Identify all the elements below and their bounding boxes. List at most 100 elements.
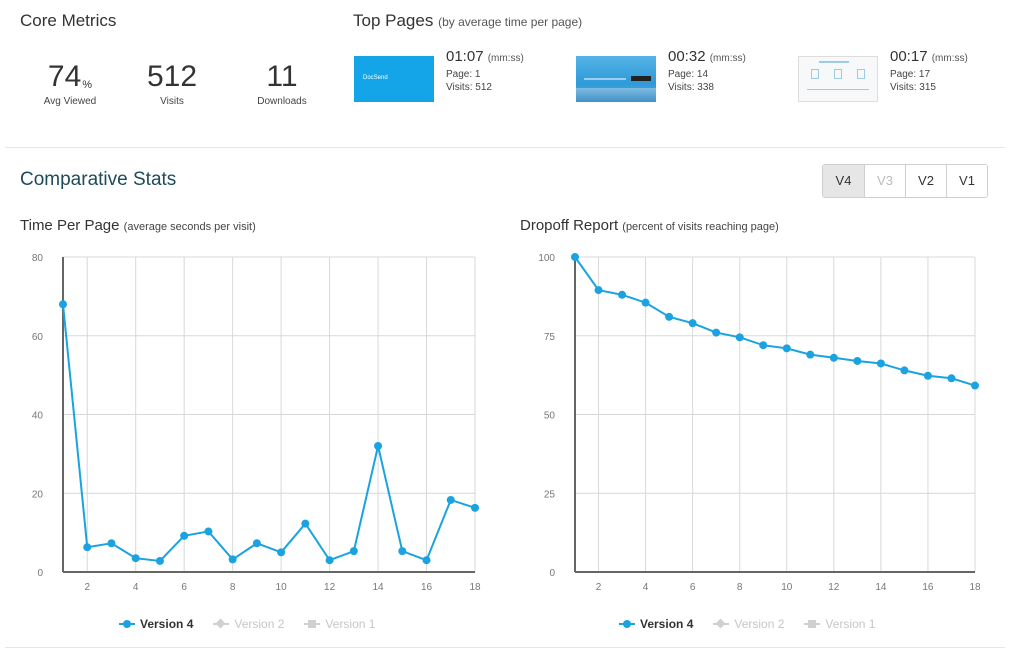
data-point[interactable]	[107, 539, 116, 548]
page-thumbnail[interactable]	[798, 56, 878, 102]
square-marker-icon	[808, 620, 817, 628]
time-per-page-grid	[63, 256, 476, 573]
top-page-card[interactable]: 00:17 (mm:ss) Page: 17 Visits: 315	[798, 48, 1008, 108]
legend-version-2[interactable]: Version 2	[713, 617, 784, 631]
data-point[interactable]	[688, 319, 697, 328]
thumbnail-diagram-node	[834, 69, 842, 79]
top-page-card[interactable]: 00:32 (mm:ss) Page: 14 Visits: 338	[576, 48, 786, 108]
data-point[interactable]	[131, 554, 140, 563]
x-tick-label: 10	[276, 582, 288, 593]
version-button-v1[interactable]: V1	[946, 165, 987, 197]
top-page-time: 00:17	[890, 48, 928, 65]
x-tick-label: 6	[181, 582, 187, 593]
top-page-time: 01:07	[446, 48, 484, 65]
metric-downloads: 11 Downloads	[232, 60, 332, 107]
legend-version-2[interactable]: Version 2	[213, 617, 284, 631]
top-pages-title-text: Top Pages	[353, 11, 434, 30]
x-tick-label: 6	[690, 582, 696, 593]
comparative-stats-title: Comparative Stats	[20, 169, 177, 190]
top-page-number: Page: 14	[668, 69, 709, 80]
x-tick-label: 14	[875, 582, 887, 593]
dropoff-report-legend: Version 4 Version 2 Version 1	[619, 617, 895, 631]
data-point[interactable]	[277, 548, 286, 557]
data-point[interactable]	[618, 290, 627, 299]
page-thumbnail[interactable]: DocSend	[354, 56, 434, 102]
time-unit: (mm:ss)	[487, 53, 524, 64]
data-point[interactable]	[876, 359, 885, 368]
data-point[interactable]	[712, 328, 721, 337]
time-per-page-subtitle: (average seconds per visit)	[123, 221, 256, 233]
x-tick-label: 2	[84, 582, 90, 593]
thumbnail-diagram-line	[807, 89, 869, 90]
data-point[interactable]	[759, 341, 768, 350]
data-point[interactable]	[398, 547, 407, 556]
data-point[interactable]	[853, 356, 862, 365]
thumbnail-brand-text: DocSend	[363, 75, 388, 81]
data-point[interactable]	[422, 556, 431, 565]
metric-downloads-value: 11	[266, 60, 298, 93]
data-point[interactable]	[571, 253, 579, 261]
data-point[interactable]	[252, 539, 261, 548]
metric-avg-viewed-value: 74	[47, 60, 82, 93]
top-pages-subtitle: (by average time per page)	[438, 15, 583, 29]
data-point[interactable]	[735, 333, 744, 342]
top-page-visits: Visits: 338	[668, 82, 714, 93]
data-point[interactable]	[947, 374, 956, 383]
dropoff-report-title: Dropoff Report (percent of visits reachi…	[520, 217, 779, 234]
data-point[interactable]	[180, 531, 189, 540]
data-point[interactable]	[228, 555, 237, 564]
y-tick-label: 100	[538, 253, 555, 264]
data-point[interactable]	[782, 344, 791, 353]
data-point[interactable]	[59, 300, 67, 309]
data-point[interactable]	[900, 366, 909, 375]
x-tick-label: 16	[421, 582, 433, 593]
page-thumbnail[interactable]	[576, 56, 656, 102]
data-point[interactable]	[325, 556, 334, 565]
legend-version-1[interactable]: Version 1	[804, 617, 875, 631]
version-button-v4[interactable]: V4	[823, 165, 864, 197]
y-tick-label: 0	[549, 568, 555, 579]
top-page-visits: Visits: 512	[446, 82, 492, 93]
data-point[interactable]	[971, 381, 979, 390]
data-point[interactable]	[829, 353, 838, 362]
data-point[interactable]	[155, 556, 164, 565]
bottom-divider	[5, 647, 1005, 648]
top-page-card[interactable]: DocSend 01:07 (mm:ss) Page: 1 Visits: 51…	[354, 48, 564, 108]
square-marker-icon	[308, 620, 317, 628]
time-unit: (mm:ss)	[709, 53, 746, 64]
legend-version-4[interactable]: Version 4	[119, 617, 193, 631]
data-point[interactable]	[594, 286, 603, 295]
data-point[interactable]	[665, 312, 674, 321]
data-point[interactable]	[301, 519, 310, 528]
data-point[interactable]	[204, 527, 213, 536]
data-point[interactable]	[923, 371, 932, 380]
thumbnail-diagram-node	[811, 69, 819, 79]
version-button-v2[interactable]: V2	[905, 165, 946, 197]
time-per-page-legend: Version 4 Version 2 Version 1	[119, 617, 395, 631]
data-point[interactable]	[471, 503, 479, 512]
x-tick-label: 18	[469, 582, 481, 593]
time-per-page-title: Time Per Page (average seconds per visit…	[20, 217, 256, 234]
diamond-marker-icon	[215, 618, 226, 629]
legend-version-1[interactable]: Version 1	[304, 617, 375, 631]
metric-downloads-label: Downloads	[257, 96, 307, 107]
data-point[interactable]	[641, 298, 650, 307]
metric-visits-value: 512	[146, 60, 198, 93]
data-point[interactable]	[806, 350, 815, 359]
dropoff-report-subtitle: (percent of visits reaching page)	[622, 221, 779, 233]
dropoff-report-title-text: Dropoff Report	[520, 217, 619, 234]
data-point[interactable]	[374, 442, 383, 450]
y-tick-label: 40	[32, 411, 44, 422]
data-point[interactable]	[446, 495, 455, 504]
dropoff-report-grid	[575, 256, 976, 573]
x-tick-label: 4	[133, 582, 139, 593]
legend-version-4[interactable]: Version 4	[619, 617, 693, 631]
data-point[interactable]	[83, 543, 92, 552]
x-tick-label: 10	[781, 582, 793, 593]
thumbnail-text-line	[584, 78, 626, 80]
metric-avg-viewed-label: Avg Viewed	[43, 96, 97, 107]
data-point[interactable]	[349, 547, 358, 556]
y-tick-label: 80	[32, 253, 44, 264]
time-per-page-chart: 0 20 40 60 80 2 4 6 8 10 12 14 16 18	[32, 253, 481, 593]
version-button-v3[interactable]: V3	[864, 165, 905, 197]
